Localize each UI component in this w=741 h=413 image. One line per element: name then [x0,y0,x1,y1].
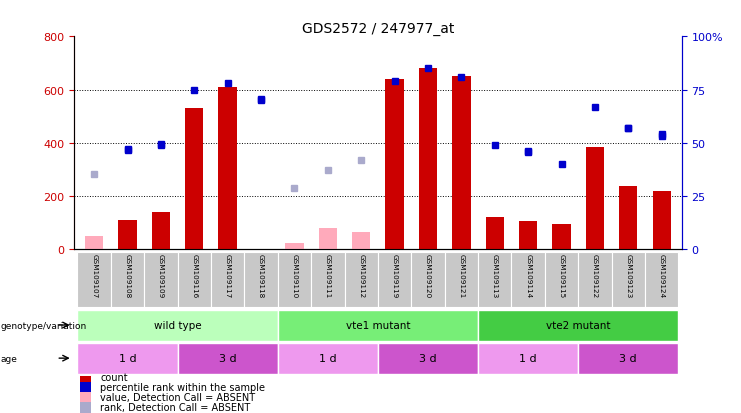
Bar [278,252,311,308]
Text: rank, Detection Call = ABSENT: rank, Detection Call = ABSENT [100,402,250,413]
Bar [178,343,278,374]
Bar [378,343,478,374]
Bar [352,233,370,250]
Bar [311,252,345,308]
Bar [245,252,278,308]
Text: GSM109116: GSM109116 [191,254,197,298]
Bar [178,252,211,308]
Bar [419,69,437,250]
Bar [278,343,378,374]
Bar [285,243,304,250]
Bar [378,252,411,308]
Bar [319,229,337,250]
Bar [545,252,578,308]
Bar [478,343,578,374]
Bar [611,252,645,308]
Text: GSM109117: GSM109117 [225,254,230,298]
Bar [78,252,111,308]
Text: GSM109124: GSM109124 [659,254,665,298]
Bar [445,252,478,308]
Bar [278,310,478,341]
Text: value, Detection Call = ABSENT: value, Detection Call = ABSENT [100,392,256,402]
Bar [111,252,144,308]
Text: age: age [1,354,18,363]
Bar [80,382,91,392]
Text: GSM109109: GSM109109 [158,254,164,298]
Bar [411,252,445,308]
Bar [185,109,204,250]
Bar [80,392,91,403]
Text: count: count [100,373,128,382]
Bar [452,77,471,250]
Bar [585,147,604,250]
Bar [80,372,91,382]
Bar [119,221,136,250]
Text: 3 d: 3 d [219,353,236,363]
Text: GSM109113: GSM109113 [492,254,498,298]
Text: 1 d: 1 d [319,353,336,363]
Bar [645,252,678,308]
Text: GSM109119: GSM109119 [391,254,398,298]
Bar [519,222,537,250]
Text: percentile rank within the sample: percentile rank within the sample [100,382,265,392]
Text: GSM109118: GSM109118 [258,254,264,298]
Bar [653,191,671,250]
Bar [478,310,678,341]
Bar [485,218,504,250]
Bar [80,402,91,413]
Bar [511,252,545,308]
Text: 3 d: 3 d [619,353,637,363]
Text: GSM109107: GSM109107 [91,254,97,298]
Bar [144,252,178,308]
Text: GSM109110: GSM109110 [291,254,297,298]
Text: 1 d: 1 d [119,353,136,363]
Bar [78,310,278,341]
Text: GSM109111: GSM109111 [325,254,330,298]
Text: GSM109120: GSM109120 [425,254,431,298]
Bar [78,343,178,374]
Bar [478,252,511,308]
Bar [152,213,170,250]
Text: GSM109108: GSM109108 [124,254,130,298]
Bar [345,252,378,308]
Bar [552,225,571,250]
Text: GSM109114: GSM109114 [525,254,531,298]
Bar [619,186,637,250]
Bar [219,88,237,250]
Title: GDS2572 / 247977_at: GDS2572 / 247977_at [302,22,454,36]
Text: wild type: wild type [154,320,202,330]
Text: GSM109123: GSM109123 [625,254,631,298]
Text: genotype/variation: genotype/variation [1,321,87,330]
Text: 3 d: 3 d [419,353,436,363]
Bar [85,237,103,250]
Text: GSM109122: GSM109122 [592,254,598,298]
Bar [578,343,678,374]
Bar [385,80,404,250]
Text: vte2 mutant: vte2 mutant [546,320,611,330]
Text: GSM109112: GSM109112 [358,254,365,298]
Bar [211,252,245,308]
Text: vte1 mutant: vte1 mutant [345,320,411,330]
Text: 1 d: 1 d [519,353,537,363]
Text: GSM109115: GSM109115 [559,254,565,298]
Text: GSM109121: GSM109121 [459,254,465,298]
Bar [578,252,611,308]
